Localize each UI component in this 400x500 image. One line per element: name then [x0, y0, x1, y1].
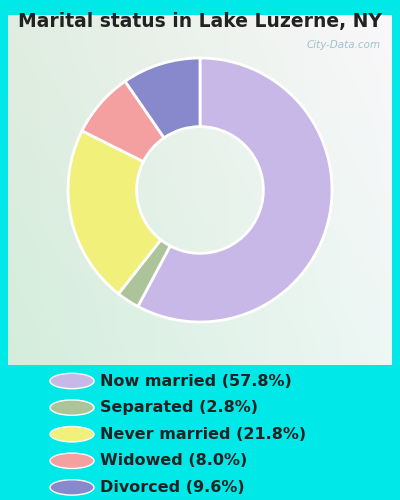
Circle shape [50, 374, 94, 388]
Wedge shape [118, 240, 170, 306]
Text: Now married (57.8%): Now married (57.8%) [100, 374, 292, 388]
Text: Widowed (8.0%): Widowed (8.0%) [100, 454, 247, 468]
Wedge shape [82, 82, 164, 162]
Text: Separated (2.8%): Separated (2.8%) [100, 400, 258, 415]
Circle shape [50, 480, 94, 495]
Text: Divorced (9.6%): Divorced (9.6%) [100, 480, 245, 495]
Text: Marital status in Lake Luzerne, NY: Marital status in Lake Luzerne, NY [18, 12, 382, 32]
Wedge shape [125, 58, 200, 138]
Circle shape [50, 400, 94, 415]
Circle shape [50, 453, 94, 468]
Text: Never married (21.8%): Never married (21.8%) [100, 426, 306, 442]
Circle shape [50, 426, 94, 442]
Text: City-Data.com: City-Data.com [306, 40, 380, 50]
Wedge shape [68, 131, 161, 294]
Wedge shape [138, 58, 332, 322]
